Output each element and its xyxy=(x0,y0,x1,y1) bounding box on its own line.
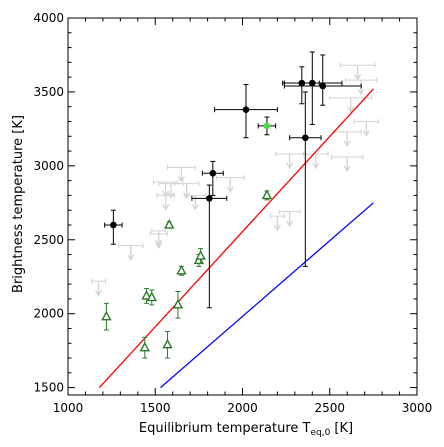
triangle-marker xyxy=(139,341,150,352)
upper-limit-arrow-head xyxy=(155,242,163,250)
triangle-point xyxy=(139,336,150,359)
upper-limit-point xyxy=(173,181,200,199)
upper-limit-point xyxy=(269,213,285,232)
filled-circle-point xyxy=(201,160,224,196)
filled-points-layer xyxy=(104,51,362,309)
upper-limit-point xyxy=(339,62,376,81)
x-axis-label-unit: [K] xyxy=(330,421,353,436)
upper-limit-point xyxy=(330,154,364,173)
blue-model-line xyxy=(160,202,374,389)
point-marker xyxy=(242,106,250,113)
upper-limit-arrow-head xyxy=(167,192,175,199)
upper-limit-arrow-head xyxy=(226,186,234,193)
upper-limit-point xyxy=(156,192,175,211)
upper-limit-arrow-head xyxy=(357,88,365,96)
highlight-point xyxy=(257,116,277,136)
upper-limit-point xyxy=(275,151,305,170)
triangle-marker xyxy=(172,298,184,309)
upper-limit-arrow-head xyxy=(273,224,281,232)
x-tick-label: 2000 xyxy=(227,401,258,415)
y-tick-label: 2500 xyxy=(33,233,64,247)
triangle-point xyxy=(162,330,173,359)
triangle-point xyxy=(176,264,187,276)
upper-limit-point xyxy=(91,278,107,297)
upper-limit-point xyxy=(353,118,380,137)
y-tick-label: 3000 xyxy=(33,159,64,173)
upper-limit-arrow-head xyxy=(162,204,170,211)
y-tick-label: 3500 xyxy=(33,85,64,99)
upper-limit-arrow-head xyxy=(94,289,103,297)
upper-limit-point xyxy=(278,209,301,227)
x-tick-label: 1000 xyxy=(53,401,84,415)
upper-limit-arrow-head xyxy=(343,165,351,173)
x-tick-label: 2500 xyxy=(314,401,345,415)
point-marker xyxy=(302,134,309,142)
triangle-marker xyxy=(101,310,112,321)
axes-layer: 1000 1500 2000 2500 3000 1500 2000 2500 3000 3500… xyxy=(33,11,432,415)
triangle-marker xyxy=(141,289,152,300)
filled-circle-point xyxy=(191,184,228,309)
triangle-point xyxy=(146,289,157,306)
upper-limit-arrow-head xyxy=(354,73,362,81)
upper-limit-point xyxy=(303,151,329,170)
upper-limit-arrow-head xyxy=(312,162,320,170)
triangle-marker xyxy=(261,189,273,200)
triangle-point xyxy=(195,248,206,264)
upper-limit-arrow-head xyxy=(347,106,355,114)
upper-limit-arrow-head xyxy=(177,175,185,183)
triangle-marker xyxy=(195,250,206,260)
filled-circle-point xyxy=(289,91,322,267)
x-axis-label-subscript: eq,0 xyxy=(310,428,330,438)
upper-limit-arrow-head xyxy=(286,220,294,227)
filled-circle-point xyxy=(283,54,362,106)
upper-limit-point xyxy=(184,192,207,211)
filled-circle-point xyxy=(104,209,123,245)
y-tick-label: 1500 xyxy=(33,381,64,395)
triangle-marker xyxy=(162,338,173,349)
filled-circle-point xyxy=(214,84,278,139)
upper-limit-arrow-head xyxy=(286,162,294,170)
upper-limits-layer xyxy=(91,62,380,297)
x-axis-label: Equilibrium temperature Teq,0 [K] xyxy=(139,421,353,438)
upper-limit-point xyxy=(166,164,196,183)
point-marker xyxy=(110,221,117,229)
upper-limit-point xyxy=(118,243,144,261)
point-marker xyxy=(263,122,271,130)
upper-limit-arrow-head xyxy=(343,140,351,148)
upper-limit-arrow-head xyxy=(191,204,199,211)
triangle-marker xyxy=(176,264,187,275)
triangle-points-layer xyxy=(101,189,273,359)
upper-limit-point xyxy=(151,228,167,247)
point-marker xyxy=(319,82,327,90)
upper-limit-arrow-head xyxy=(155,239,163,247)
upper-limit-point xyxy=(215,175,245,193)
x-tick-label: 3000 xyxy=(402,401,433,415)
upper-limit-arrow-head xyxy=(127,254,135,261)
triangle-marker xyxy=(146,291,157,302)
triangle-point xyxy=(101,302,112,331)
x-tick-label: 1500 xyxy=(140,401,171,415)
filled-circle-point xyxy=(282,51,343,125)
triangle-point xyxy=(261,189,273,201)
point-marker xyxy=(209,169,217,177)
y-tick-label: 4000 xyxy=(33,11,64,25)
triangle-point xyxy=(172,291,184,319)
x-axis-label-main: Equilibrium temperature T xyxy=(139,421,311,436)
triangle-point xyxy=(164,218,175,229)
triangle-marker xyxy=(164,218,175,229)
triangle-point xyxy=(141,288,152,304)
upper-limit-point xyxy=(332,129,362,148)
point-marker xyxy=(309,79,316,87)
y-axis-label: Brightness temperature [K] xyxy=(11,115,26,293)
upper-limit-arrow-head xyxy=(362,130,370,137)
point-marker xyxy=(206,195,213,202)
y-tick-label: 2000 xyxy=(33,307,64,321)
